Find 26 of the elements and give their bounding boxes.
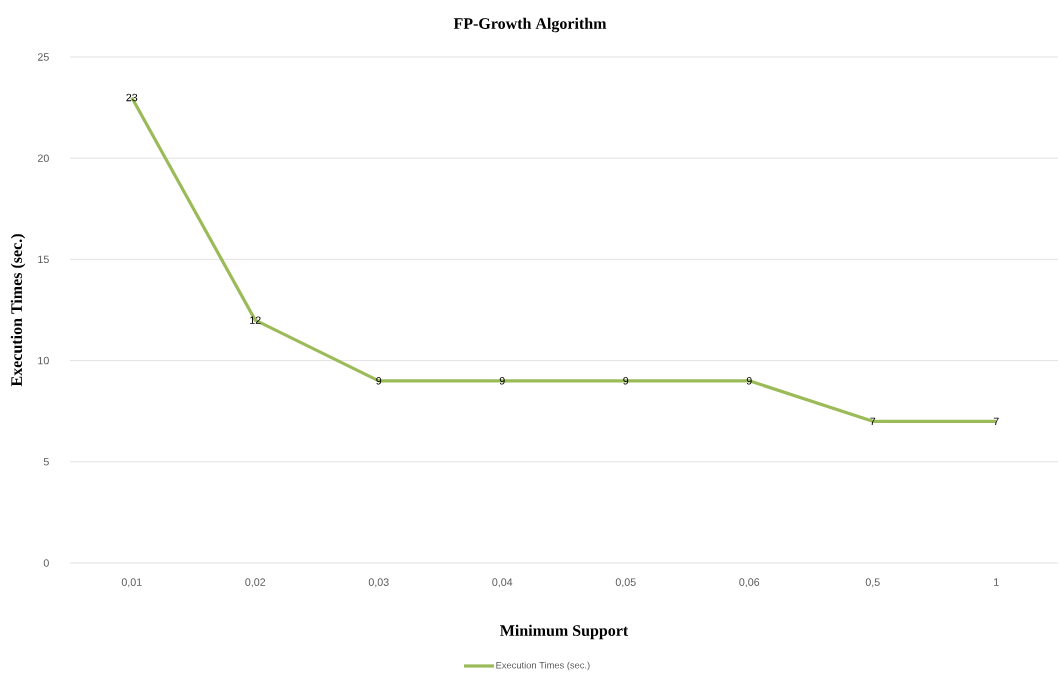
x-tick-label: 0,06 <box>739 578 760 588</box>
chart-title: FP-Growth Algorithm <box>453 17 607 33</box>
data-label: 7 <box>993 417 999 425</box>
data-label: 9 <box>623 377 629 385</box>
x-tick-label: 1 <box>994 578 999 586</box>
x-tick-label: 0,5 <box>865 578 880 588</box>
y-tick-label: 10 <box>38 356 49 365</box>
y-axis-title: Execution Times (sec.) <box>10 234 26 387</box>
x-tick-label: 0,05 <box>615 578 636 588</box>
data-label: 9 <box>499 377 505 385</box>
x-tick-label: 0,03 <box>368 578 389 588</box>
y-tick-label: 0 <box>43 559 49 567</box>
y-tick-label: 25 <box>37 53 49 61</box>
data-label: 9 <box>746 377 752 385</box>
y-tick-label: 5 <box>43 458 49 466</box>
x-axis-title: Minimum Support <box>500 624 629 640</box>
x-tick-label: 0,02 <box>245 578 266 588</box>
x-tick-label: 0,04 <box>492 578 513 588</box>
y-tick-label: 20 <box>37 154 49 162</box>
data-label: 9 <box>376 377 382 385</box>
x-tick-label: 0,01 <box>121 578 142 588</box>
y-tick-label: 15 <box>38 255 49 264</box>
data-label: 23 <box>126 93 138 102</box>
data-label: 7 <box>870 417 876 425</box>
data-label: 12 <box>250 316 261 324</box>
legend-label: Execution Times (sec.) <box>496 661 590 671</box>
